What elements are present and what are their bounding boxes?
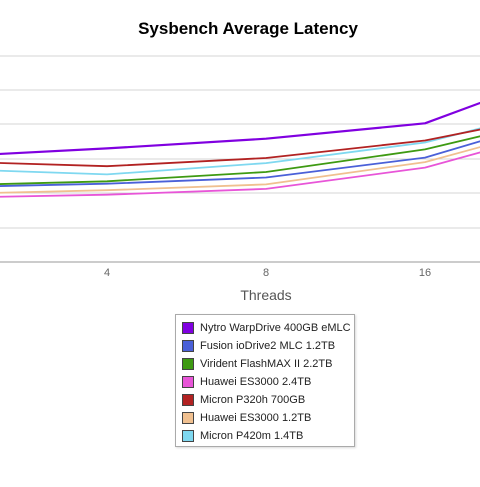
legend-item: Huawei ES3000 1.2TB <box>182 409 311 426</box>
legend-swatch <box>182 321 194 334</box>
x-tick-label: 4 <box>104 267 110 279</box>
legend-swatch <box>182 357 194 370</box>
legend-label: Micron P320h 700GB <box>200 393 306 406</box>
legend-swatch <box>182 411 194 424</box>
legend-label: Fusion ioDrive2 MLC 1.2TB <box>200 339 336 352</box>
legend-swatch <box>182 393 194 406</box>
legend-label: Nytro WarpDrive 400GB eMLC <box>200 321 351 334</box>
legend-label: Huawei ES3000 2.4TB <box>200 375 312 388</box>
series-line <box>0 140 480 187</box>
series-line <box>0 151 480 198</box>
x-tick-label: 8 <box>263 267 269 279</box>
legend-label: Micron P420m 1.4TB <box>200 429 304 442</box>
chart-title: Sysbench Average Latency <box>138 19 358 38</box>
series-line <box>0 127 480 176</box>
legend-label: Virident FlashMAX II 2.2TB <box>200 357 333 370</box>
legend-swatch <box>182 339 194 352</box>
legend-swatch <box>182 375 194 388</box>
legend-item: Virident FlashMAX II 2.2TB <box>182 355 332 372</box>
legend-item: Huawei ES3000 2.4TB <box>182 373 311 390</box>
x-axis-label: Threads <box>240 287 291 303</box>
x-tick-labels: 4 8 16 <box>104 267 431 279</box>
legend-item: Micron P420m 1.4TB <box>182 427 303 444</box>
series-lines <box>0 101 480 198</box>
legend-swatch <box>182 429 194 442</box>
series-line <box>0 146 480 194</box>
legend-label: Huawei ES3000 1.2TB <box>200 411 312 424</box>
series-line <box>0 135 480 185</box>
series-line <box>0 101 480 156</box>
legend-item: Nytro WarpDrive 400GB eMLC <box>182 319 351 336</box>
series-line <box>0 128 480 168</box>
x-tick-label: 16 <box>419 267 431 279</box>
legend-item: Micron P320h 700GB <box>182 391 305 408</box>
legend: Nytro WarpDrive 400GB eMLC Fusion ioDrive… <box>175 314 355 447</box>
legend-item: Fusion ioDrive2 MLC 1.2TB <box>182 337 335 354</box>
